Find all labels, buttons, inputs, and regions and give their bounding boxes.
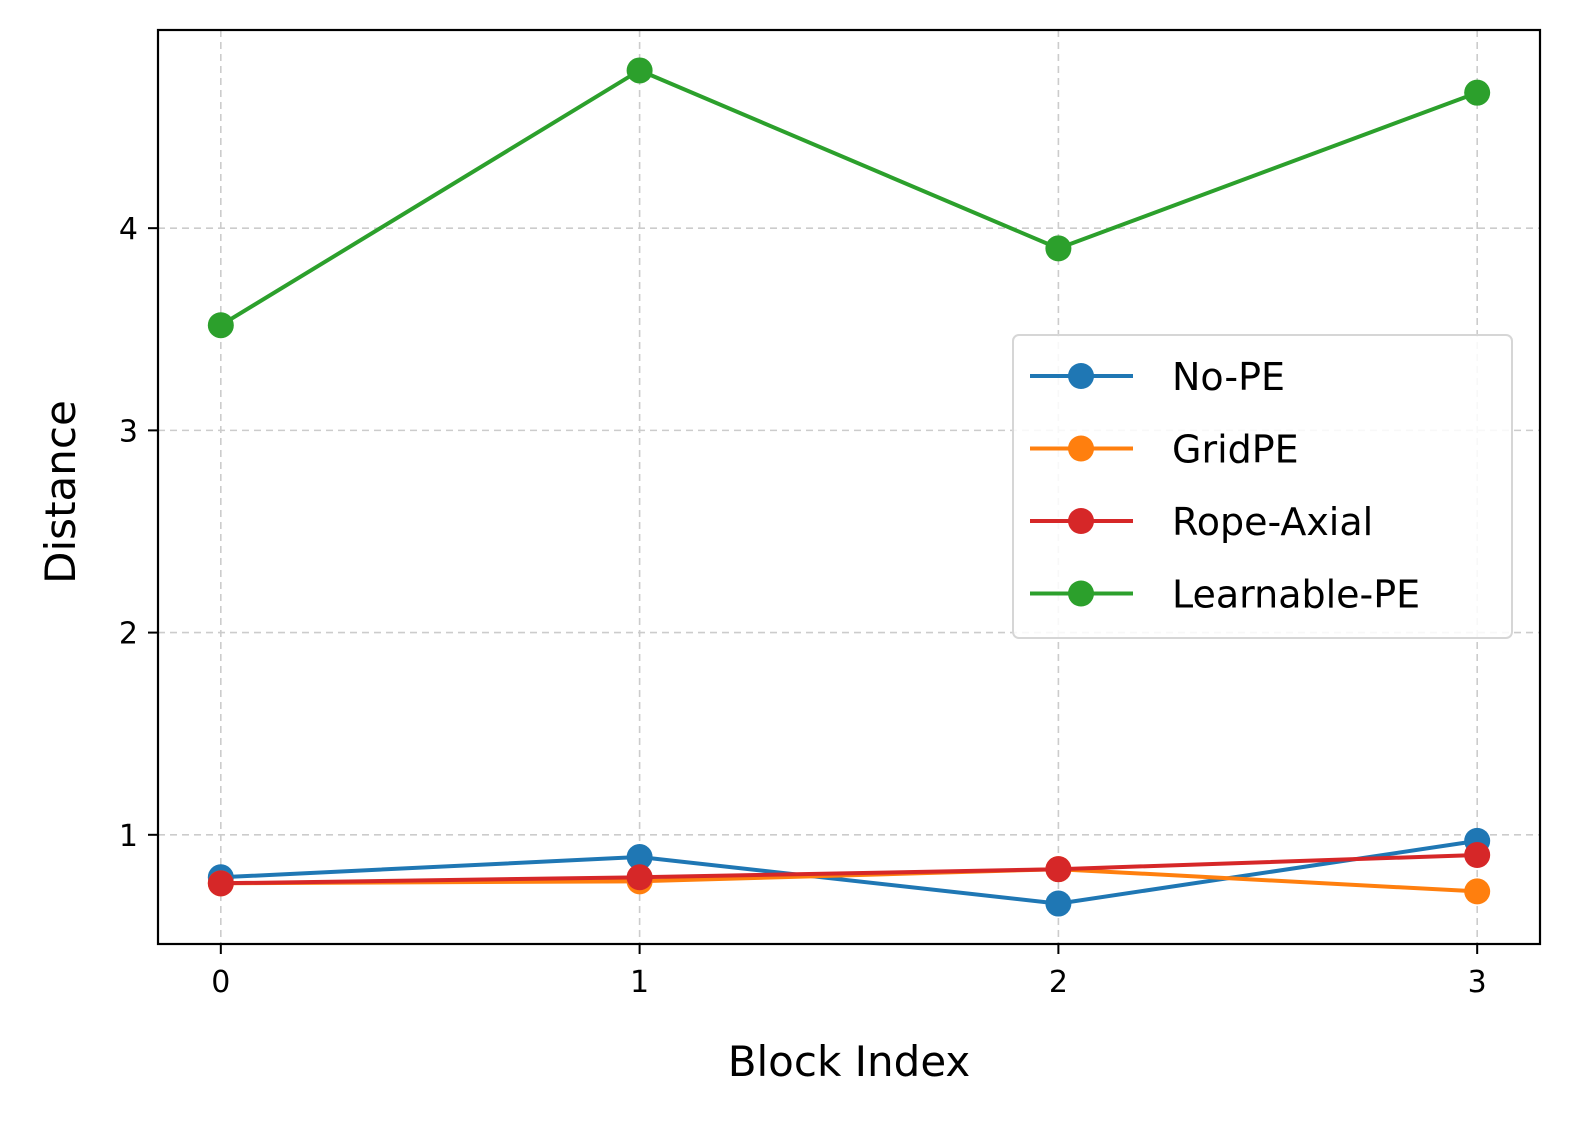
y-tick-label: 4 — [119, 212, 138, 247]
legend-entry: Learnable-PE — [1030, 573, 1420, 617]
data-point-learnable-pe — [1464, 79, 1491, 106]
legend-swatch-marker — [1068, 435, 1094, 462]
series-rope-axial — [207, 842, 1491, 897]
axis-ticks: 0 1 2 3 1 2 3 4 — [119, 212, 1487, 1000]
legend-label: GridPE — [1172, 428, 1299, 472]
data-point-learnable-pe — [626, 57, 653, 84]
data-point-rope-axial — [207, 870, 234, 897]
y-tick-label: 3 — [119, 414, 138, 449]
series-learnable-pe — [207, 57, 1491, 339]
legend-label: No-PE — [1172, 355, 1285, 399]
x-axis-title: Block Index — [728, 1037, 971, 1086]
y-tick-label: 2 — [119, 617, 138, 652]
x-tick-label: 0 — [211, 965, 230, 1000]
legend-entry: No-PE — [1030, 355, 1285, 399]
plot-frame — [156, 28, 1542, 946]
x-tick-label: 1 — [630, 965, 649, 1000]
data-point-learnable-pe — [207, 312, 234, 339]
legend-entry: GridPE — [1030, 428, 1299, 472]
series-line-learnable-pe — [219, 68, 1478, 327]
legend-label: Rope-Axial — [1172, 500, 1373, 544]
data-point-gridpe — [1464, 878, 1491, 905]
legend-swatch-marker — [1068, 580, 1094, 607]
legend-label: Learnable-PE — [1172, 573, 1420, 617]
series-line-no-pe — [220, 838, 1478, 906]
data-point-learnable-pe — [1045, 235, 1072, 262]
legend: No-PE GridPE Rope-Axial Learnable-PE — [1012, 334, 1513, 639]
data-point-rope-axial — [1464, 842, 1491, 869]
data-point-rope-axial — [626, 864, 653, 891]
y-axis-title: Distance — [36, 400, 85, 584]
x-tick-label: 2 — [1049, 965, 1068, 1000]
legend-swatch-marker — [1068, 508, 1094, 534]
legend-entry: Rope-Axial — [1030, 500, 1373, 544]
y-tick-label: 1 — [119, 819, 138, 854]
legend-box — [1012, 334, 1513, 639]
data-point-no-pe — [1045, 890, 1072, 917]
series-line-rope-axial — [220, 853, 1478, 886]
legend-swatch-marker — [1068, 363, 1094, 389]
series-layer — [207, 57, 1491, 917]
series-no-pe — [207, 827, 1491, 917]
data-point-rope-axial — [1045, 856, 1072, 883]
data-point-no-pe — [626, 844, 653, 871]
x-tick-label: 3 — [1468, 965, 1487, 1000]
